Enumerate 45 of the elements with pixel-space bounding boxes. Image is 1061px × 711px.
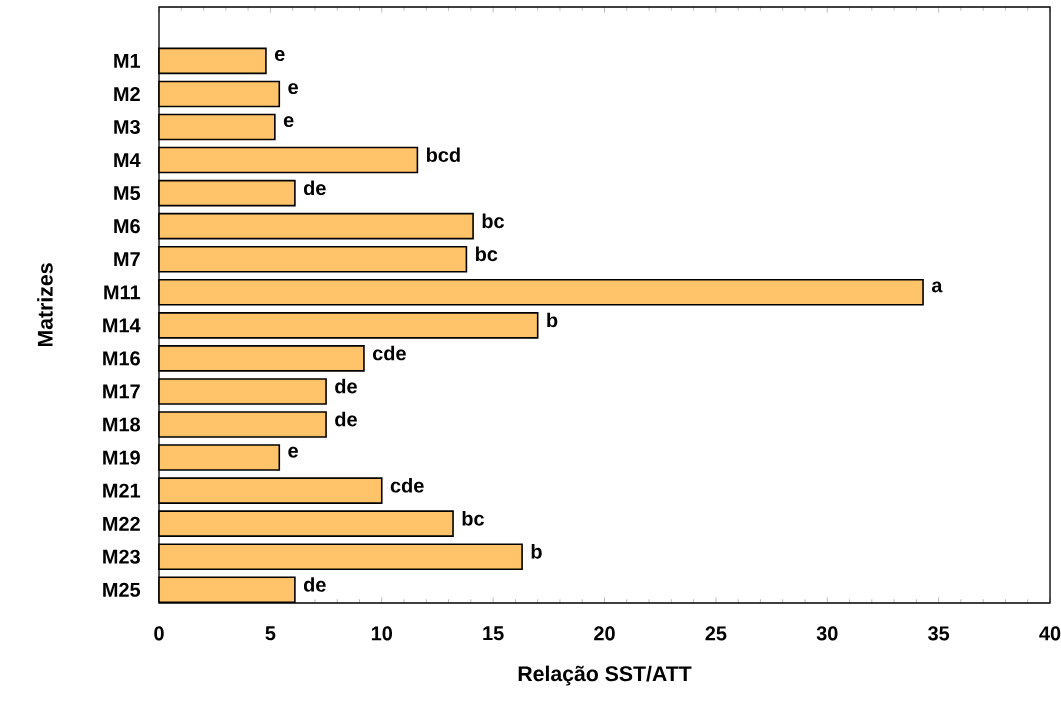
x-tick-label: 30: [816, 626, 838, 641]
data-label: bc: [462, 511, 484, 526]
data-label: b: [531, 544, 542, 559]
y-tick-label: M2: [114, 86, 140, 101]
x-tick-label: 25: [705, 626, 727, 641]
data-label: e: [274, 50, 285, 61]
y-tick-label: M23: [103, 549, 140, 564]
data-label: e: [288, 83, 298, 95]
data-label: b: [547, 312, 558, 328]
data-label: e: [283, 116, 294, 128]
data-label: de: [303, 180, 326, 196]
data-label: a: [931, 281, 943, 293]
x-tick-label: 40: [1039, 626, 1061, 641]
data-label: cde: [372, 345, 406, 361]
y-tick-label: M1: [114, 54, 141, 68]
y-tick-label: M21: [103, 483, 141, 498]
y-tick-label: M17: [103, 384, 140, 399]
y-tick-label: M19: [103, 450, 140, 465]
y-axis-title: Matrizes: [37, 263, 53, 347]
y-tick-label: M3: [114, 119, 140, 135]
y-tick-label: M25: [103, 582, 141, 597]
data-label: e: [288, 446, 298, 458]
x-tick-label: 0: [154, 626, 164, 641]
x-tick-label: 15: [483, 626, 504, 641]
data-label: bc: [482, 213, 505, 229]
data-label: bc: [475, 246, 498, 262]
y-tick-label: M11: [104, 285, 141, 300]
y-tick-label: M6: [114, 219, 140, 234]
y-tick-label: M18: [103, 417, 141, 432]
x-tick-label: 10: [371, 626, 392, 641]
x-tick-label: 5: [265, 626, 276, 641]
data-label: de: [335, 378, 357, 394]
data-label: cde: [390, 477, 424, 493]
x-tick-label: 20: [594, 626, 615, 641]
y-tick-label: M5: [114, 186, 141, 201]
x-tick-label: 35: [928, 626, 950, 641]
data-label: bcd: [426, 147, 460, 163]
data-label: de: [335, 411, 357, 427]
x-axis-title: Relação SST/ATT: [518, 665, 692, 686]
y-tick-label: M4: [114, 153, 141, 167]
y-tick-label: M16: [103, 351, 140, 366]
y-tick-label: M22: [103, 516, 140, 531]
y-tick-label: M7: [114, 252, 140, 267]
data-label: de: [303, 577, 326, 592]
y-tick-label: M14: [103, 318, 141, 333]
